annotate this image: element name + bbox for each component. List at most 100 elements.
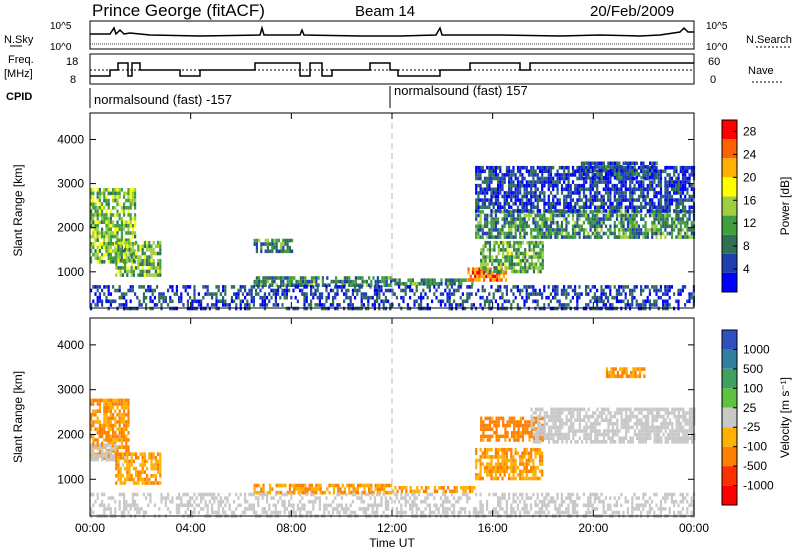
echo-cell <box>521 228 524 232</box>
echo-cell <box>640 194 643 199</box>
echo-cell <box>609 292 612 296</box>
echo-cell <box>514 462 517 466</box>
echo-cell <box>679 217 682 221</box>
echo-cell <box>598 172 601 176</box>
echo-cell <box>521 201 524 206</box>
echo-cell <box>633 187 636 192</box>
echo-cell <box>565 436 568 440</box>
echo-cell <box>453 288 456 293</box>
echo-cell <box>565 210 568 214</box>
echo-cell <box>583 418 586 422</box>
echo-cell <box>90 402 93 406</box>
echo-cell <box>268 285 271 289</box>
echo-cell <box>508 183 511 188</box>
echo-cell <box>591 198 594 202</box>
echo-cell <box>589 220 592 225</box>
echo-cell <box>677 183 680 188</box>
echo-cell <box>115 258 118 263</box>
echo-cell <box>668 224 671 229</box>
echo-cell <box>334 285 337 289</box>
echo-cell <box>129 216 132 221</box>
echo-cell <box>488 469 491 474</box>
echo-cell <box>129 288 132 293</box>
echo-cell <box>369 285 372 289</box>
echo-cell <box>620 422 623 426</box>
echo-cell <box>541 165 544 170</box>
echo-cell <box>294 295 297 300</box>
echo-cell <box>271 249 274 254</box>
echo-cell <box>101 256 104 260</box>
echo-cell <box>622 407 625 412</box>
echo-cell <box>101 231 104 235</box>
echo-cell <box>503 173 506 177</box>
echo-cell <box>666 165 669 170</box>
echo-cell <box>105 443 108 447</box>
echo-cell <box>490 224 493 229</box>
echo-cell <box>493 431 496 435</box>
echo-cell <box>635 198 638 202</box>
echo-cell <box>502 255 505 259</box>
echo-cell <box>670 180 674 184</box>
echo-cell <box>664 194 667 199</box>
echo-cell <box>517 423 520 428</box>
echo-cell <box>620 191 623 195</box>
echo-cell <box>469 486 472 490</box>
echo-cell <box>107 457 110 462</box>
echo-cell <box>567 165 570 170</box>
echo-cell <box>499 228 502 232</box>
echo-cell <box>184 285 187 289</box>
echo-cell <box>659 295 662 300</box>
echo-cell <box>686 176 689 181</box>
echo-cell <box>640 161 643 166</box>
echo-cell <box>625 418 628 422</box>
echo-cell <box>526 266 529 270</box>
echo-cell <box>508 235 511 239</box>
echo-cell <box>640 418 643 422</box>
echo-cell <box>112 220 115 224</box>
echo-cell <box>115 251 118 256</box>
echo-cell <box>528 248 531 252</box>
echo-cell <box>602 194 605 199</box>
echo-cell <box>137 258 140 263</box>
echo-cell <box>159 240 162 245</box>
echo-cell <box>536 201 539 206</box>
echo-cell <box>585 210 588 214</box>
echo-cell <box>248 288 251 293</box>
echo-cell <box>159 452 162 456</box>
echo-cell <box>107 234 110 239</box>
echo-cell <box>499 209 502 213</box>
echo-cell <box>402 288 405 293</box>
echo-cell <box>148 262 151 267</box>
echo-cell <box>159 244 162 249</box>
echo-cell <box>505 220 508 225</box>
echo-cell <box>325 295 328 300</box>
echo-cell <box>565 231 568 236</box>
echo-cell <box>659 217 663 221</box>
echo-cell <box>123 209 126 214</box>
echo-cell <box>387 276 390 280</box>
echo-cell <box>571 198 575 202</box>
echo-cell <box>338 303 341 307</box>
echo-cell <box>657 295 660 300</box>
echo-cell <box>101 213 104 217</box>
plot-title: Prince George (fitACF) <box>92 1 265 20</box>
echo-cell <box>677 173 680 177</box>
echo-cell <box>626 187 630 192</box>
echo-cell <box>146 244 149 249</box>
echo-cell <box>470 292 473 296</box>
echo-cell <box>513 431 516 435</box>
echo-cell <box>631 168 634 173</box>
echo-cell <box>675 169 678 174</box>
echo-cell <box>492 455 495 459</box>
echo-cell <box>105 454 108 458</box>
echo-cell <box>653 168 656 173</box>
echo-cell <box>127 195 130 199</box>
echo-cell <box>589 165 592 169</box>
echo-cell <box>494 217 497 221</box>
echo-cell <box>688 228 691 232</box>
echo-cell <box>651 231 654 236</box>
echo-cell <box>114 420 117 424</box>
echo-cell <box>479 213 482 218</box>
echo-cell <box>614 422 617 426</box>
echo-cell <box>539 255 542 259</box>
